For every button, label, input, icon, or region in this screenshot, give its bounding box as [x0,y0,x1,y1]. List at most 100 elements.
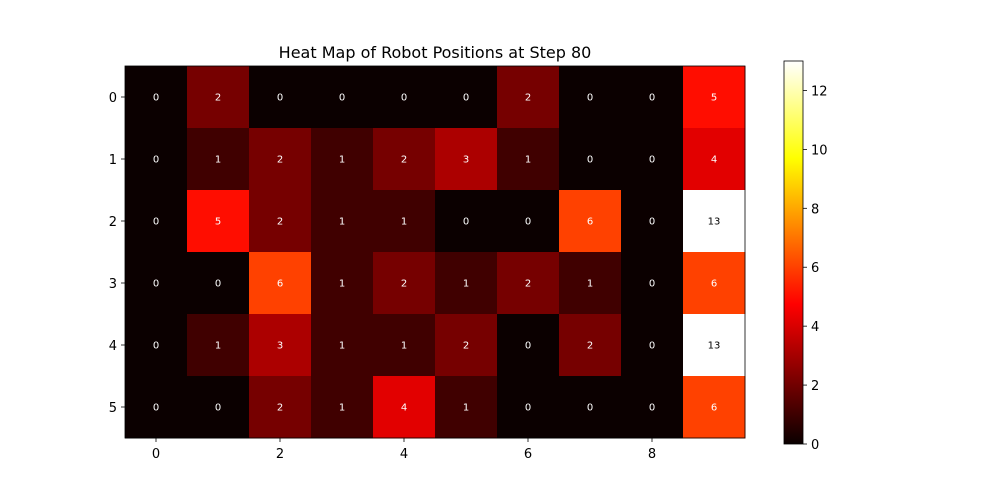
cell-value-label: 1 [587,279,593,290]
cell-value-label: 2 [277,403,283,414]
heatmap-cell [311,66,374,129]
heatmap-cell [125,314,188,377]
cell-value-label: 2 [401,279,407,290]
heatmap-cell [683,252,746,315]
heatmap-cell [187,128,250,191]
heatmap-cell [249,252,312,315]
heatmap-cell [311,190,374,253]
y-tick-label: 5 [109,401,117,416]
x-tick-label: 6 [524,447,532,462]
cell-value-label: 0 [649,217,655,228]
cell-value-label: 0 [153,341,159,352]
cell-value-label: 1 [215,341,221,352]
cell-value-label: 1 [215,155,221,166]
cell-value-label: 0 [463,217,469,228]
heatmap-cell [435,252,498,315]
heatmap-cell [311,314,374,377]
heatmap-cell [683,314,746,377]
heatmap-cell [435,66,498,129]
heatmap-cell [125,66,188,129]
colorbar [783,60,804,445]
y-tick-label: 0 [109,91,117,106]
y-axis: 0 1 2 3 4 5 [109,91,125,416]
cell-value-label: 1 [401,341,407,352]
cell-value-label: 1 [463,279,469,290]
heatmap-cell [187,252,250,315]
heatmap-cell [187,66,250,129]
x-tick-label: 2 [276,447,284,462]
heatmap-cell [497,252,560,315]
heatmap-cell [497,128,560,191]
cell-value-label: 1 [339,403,345,414]
heatmap-cell [249,66,312,129]
heatmap-cell [187,314,250,377]
cell-value-label: 6 [711,279,717,290]
cell-value-label: 1 [463,403,469,414]
colorbar-tick-label: 0 [811,438,819,453]
heatmap-cell [249,190,312,253]
colorbar-axis: 0 2 4 6 8 10 12 [803,84,828,453]
x-tick-label: 8 [648,447,656,462]
cell-value-label: 1 [339,279,345,290]
colorbar-tick-label: 12 [811,84,828,99]
cell-value-label: 5 [711,93,717,104]
heatmap-cell [311,376,374,439]
cell-value-label: 0 [215,403,221,414]
cell-value-label: 2 [525,279,531,290]
cell-value-label: 0 [339,93,345,104]
plot-frame [124,65,746,439]
cell-value-label: 0 [525,403,531,414]
cell-value-label: 0 [587,155,593,166]
cell-value-label: 0 [649,341,655,352]
cell-value-label: 0 [401,93,407,104]
cell-value-label: 0 [153,155,159,166]
x-axis: 0 2 4 6 8 [152,438,656,462]
heatmap-cell [125,128,188,191]
heatmap-cell [683,128,746,191]
cell-value-label: 6 [587,217,593,228]
cell-value-label: 6 [711,403,717,414]
y-tick-label: 3 [109,277,117,292]
heatmap-cell [497,66,560,129]
heatmap-cell [311,252,374,315]
heatmap-cell [373,314,436,377]
cell-value-label: 4 [401,403,407,414]
heatmap-cell [497,314,560,377]
heatmap-cell [559,376,622,439]
cell-value-label: 0 [587,93,593,104]
heatmap-cell [559,314,622,377]
cell-value-label: 0 [153,403,159,414]
heatmap-cell [683,376,746,439]
heatmap-cell [373,376,436,439]
cell-value-label: 0 [649,155,655,166]
heatmap-cell [621,252,684,315]
cell-value-label: 2 [587,341,593,352]
cell-value-label: 1 [401,217,407,228]
heatmap-cell [497,190,560,253]
cell-value-label: 0 [153,279,159,290]
cell-value-label: 1 [339,155,345,166]
heatmap-cell [621,376,684,439]
cell-value-label: 0 [649,93,655,104]
cell-value-label: 2 [401,155,407,166]
heatmap-cell [373,252,436,315]
heatmap-cell [559,66,622,129]
heatmap-cells: 0 2 0 0 0 0 2 0 0 50 1 2 1 2 3 1 0 0 40 5 2 1 1 0 0 6 0 130 0 6 1 2 1 2 1 0… [124,65,746,439]
heatmap-cell [435,190,498,253]
cell-value-label: 2 [277,155,283,166]
cell-value-label: 2 [525,93,531,104]
heatmap-cell [559,128,622,191]
cell-value-label: 6 [277,279,283,290]
colorbar-tick-label: 4 [811,320,819,335]
heatmap-cell [125,190,188,253]
heatmap-cell [249,314,312,377]
heatmap-cell [621,66,684,129]
cell-value-label: 5 [215,217,221,228]
heatmap-cell [683,66,746,129]
heatmap-cell [621,190,684,253]
cell-value-label: 3 [463,155,469,166]
cell-value-label: 2 [463,341,469,352]
heatmap-cell [311,128,374,191]
cell-value-label: 0 [153,93,159,104]
colorbar-tick-label: 6 [811,261,819,276]
